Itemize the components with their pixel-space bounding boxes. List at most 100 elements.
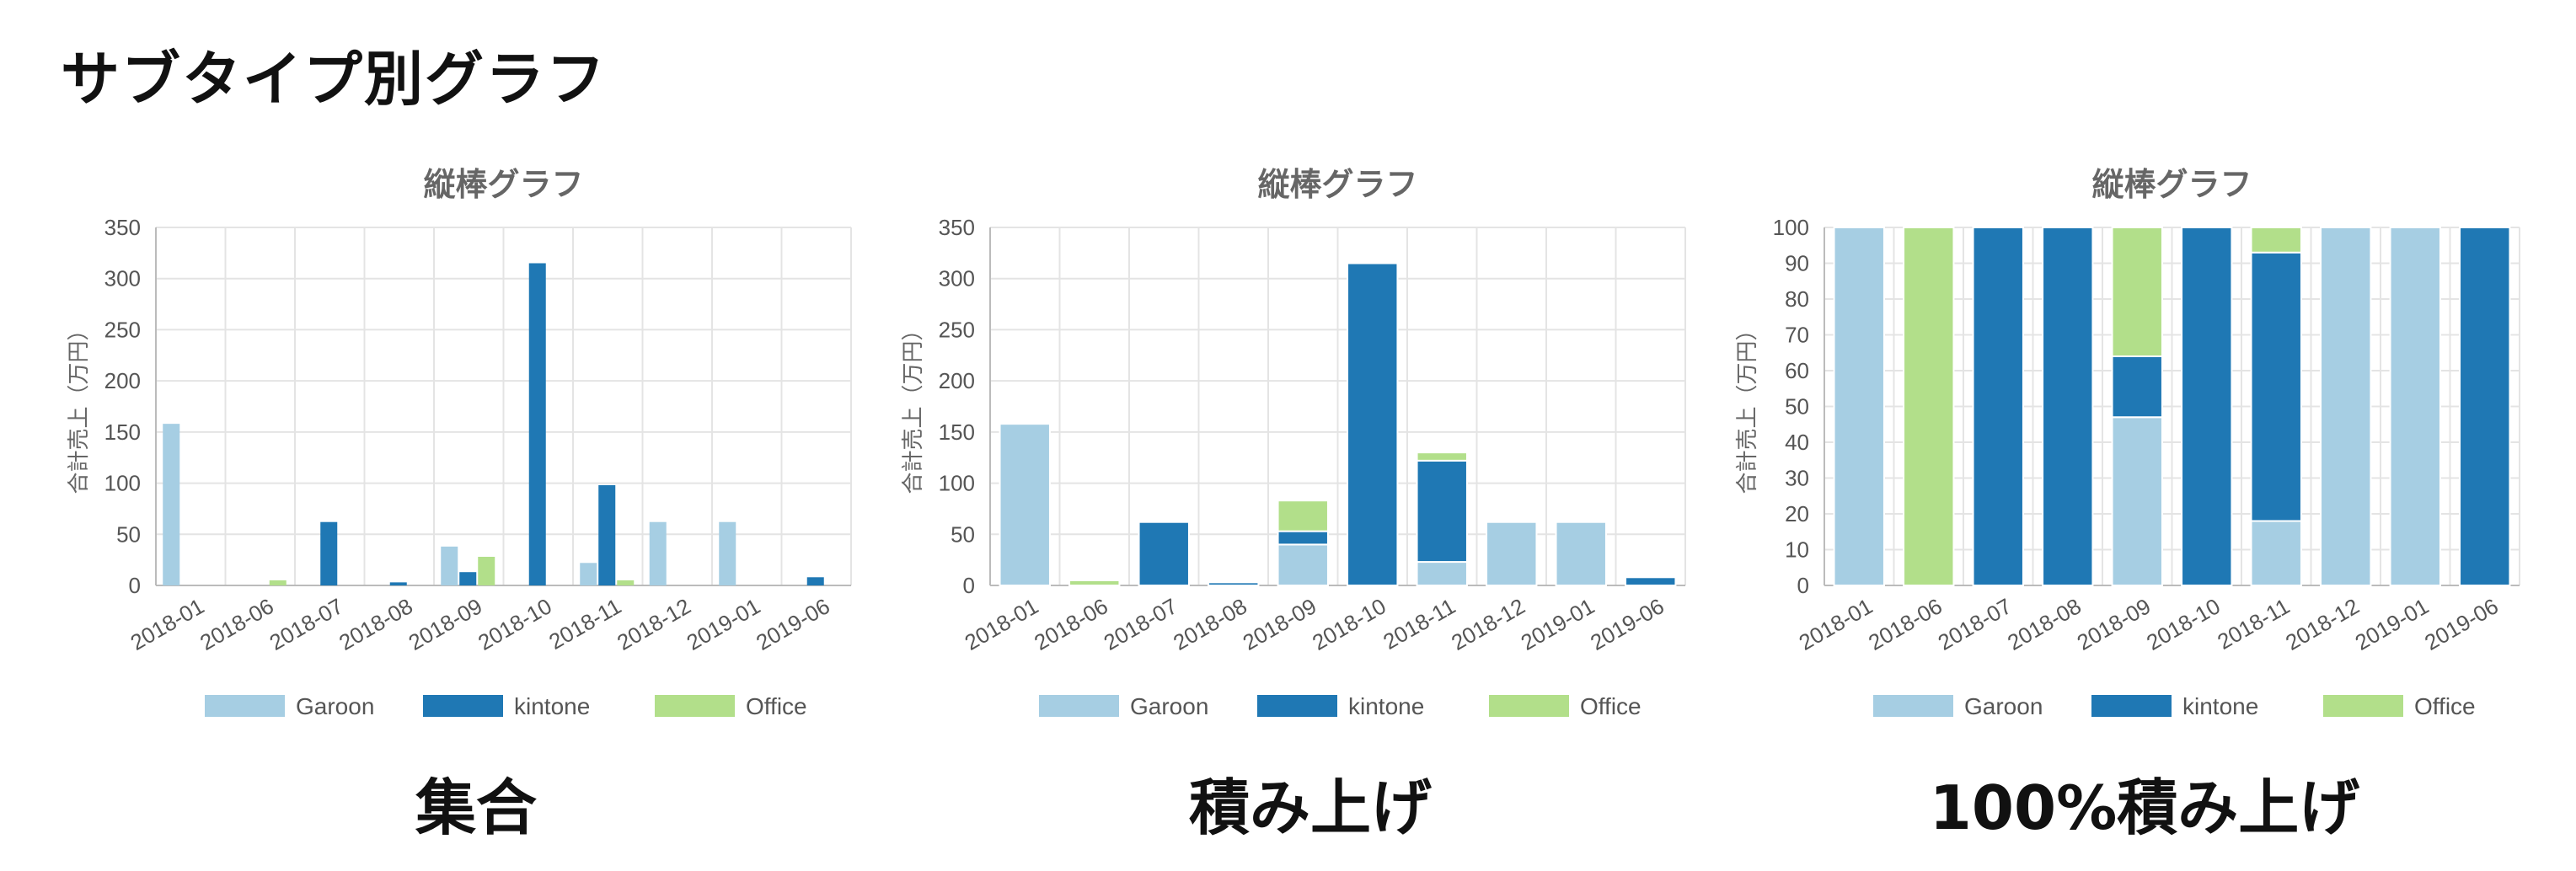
- bar-garoon-2018-12: [2320, 227, 2372, 586]
- legend-item-kintone[interactable]: kintone: [423, 693, 590, 719]
- x-tick-label: 2018-11: [544, 593, 625, 655]
- bar-office-2018-06: [1068, 579, 1121, 587]
- y-axis-label: 合計売上（万円）: [901, 318, 926, 494]
- legend-label: Office: [2414, 693, 2476, 719]
- bar-kintone-2018-11: [1416, 459, 1468, 564]
- bar-kintone-2018-11: [2250, 251, 2302, 522]
- x-tick-label: 2019-06: [752, 593, 834, 655]
- y-tick-label: 200: [939, 368, 975, 393]
- bar-office-2018-06: [269, 580, 287, 585]
- x-tick-label: 2018-08: [335, 593, 417, 655]
- bar-kintone-2018-10: [1347, 262, 1399, 586]
- legend-item-office[interactable]: Office: [1489, 693, 1641, 719]
- x-tick-label: 2019-01: [1517, 593, 1599, 655]
- bar-kintone-2018-11: [598, 485, 616, 585]
- y-axis-label: 合計売上（万円）: [67, 318, 92, 494]
- bar-garoon-2018-11: [1416, 561, 1468, 587]
- bar-kintone-2018-07: [1972, 227, 2024, 586]
- y-tick-label: 10: [1785, 537, 1809, 563]
- bar-garoon-2019-01: [1555, 521, 1607, 587]
- chart-panel-percent: 縦棒グラフ 合計売上（万円） 0 10 20 30 40 50 60 70 80 90 100 2018-…: [1727, 143, 2562, 750]
- legend-label: Garoon: [1964, 693, 2043, 719]
- bar-kintone-2018-09: [459, 572, 477, 585]
- y-tick-label: 0: [1797, 573, 1809, 598]
- bar-kintone-2019-06: [2459, 227, 2511, 586]
- y-tick-label: 40: [1785, 430, 1809, 455]
- y-tick-label: 250: [104, 317, 141, 342]
- bar-office-2018-06: [1903, 227, 1955, 586]
- page-title: サブタイプ別グラフ: [61, 45, 607, 114]
- y-tick-label: 100: [1773, 215, 1809, 240]
- legend-label: kintone: [514, 693, 590, 719]
- bar-garoon-2018-01: [1833, 227, 1885, 586]
- legend-label: Office: [1580, 693, 1641, 719]
- bar-kintone-2019-06: [806, 577, 824, 585]
- legend-swatch: [1257, 695, 1337, 717]
- legend-item-kintone[interactable]: kintone: [1257, 693, 1424, 719]
- x-tick-label: 2018-01: [126, 593, 209, 655]
- y-tick-label: 150: [104, 419, 141, 445]
- bar-garoon-2018-09: [2111, 416, 2163, 586]
- bar-kintone-2018-10: [528, 263, 546, 585]
- x-tick-label: 2018-01: [961, 593, 1043, 655]
- chart-title: 縦棒グラフ: [1257, 166, 1417, 203]
- y-tick-label: 80: [1785, 286, 1809, 312]
- legend-swatch: [2091, 695, 2172, 717]
- legend-swatch: [655, 695, 735, 717]
- legend-swatch: [2323, 695, 2403, 717]
- y-tick-label: 30: [1785, 466, 1809, 491]
- y-tick-label: 300: [939, 266, 975, 291]
- y-tick-label: 350: [939, 215, 975, 240]
- x-tick-label: 2018-01: [1795, 593, 1877, 655]
- legend-item-garoon[interactable]: Garoon: [1873, 693, 2043, 719]
- legend-swatch: [1489, 695, 1569, 717]
- caption-grouped: 集合: [415, 772, 537, 843]
- y-tick-label: 250: [939, 317, 975, 342]
- legend-label: Office: [746, 693, 807, 719]
- bar-kintone-2018-10: [2181, 227, 2233, 586]
- y-tick-label: 70: [1785, 323, 1809, 348]
- bar-garoon-2018-12: [649, 521, 667, 585]
- x-tick-label: 2018-12: [1447, 593, 1529, 655]
- y-tick-label: 300: [104, 266, 141, 291]
- y-tick-label: 100: [104, 471, 141, 496]
- bar-kintone-2018-09: [1277, 530, 1329, 546]
- bar-garoon-2018-11: [2250, 520, 2302, 586]
- legend-item-garoon[interactable]: Garoon: [1039, 693, 1208, 719]
- bar-kintone-2018-09: [2111, 355, 2163, 419]
- legend-label: kintone: [2182, 693, 2258, 719]
- y-tick-label: 0: [963, 573, 975, 598]
- x-tick-label: 2018-08: [1169, 593, 1251, 655]
- x-tick-label: 2019-06: [1586, 593, 1668, 655]
- y-tick-label: 150: [939, 419, 975, 445]
- bar-garoon-2019-01: [719, 521, 736, 585]
- x-tick-label: 2019-06: [2420, 593, 2503, 655]
- x-tick-label: 2018-08: [2003, 593, 2086, 655]
- legend-item-office[interactable]: Office: [2323, 693, 2476, 719]
- y-tick-label: 50: [951, 521, 975, 547]
- bar-garoon-2019-01: [2389, 227, 2441, 586]
- bar-garoon-2018-09: [441, 546, 458, 585]
- bar-garoon-2018-01: [999, 423, 1051, 586]
- bar-kintone-2018-07: [320, 521, 338, 585]
- legend-swatch: [1039, 695, 1119, 717]
- bar-office-2018-11: [1416, 452, 1468, 462]
- legend-item-garoon[interactable]: Garoon: [205, 693, 374, 719]
- x-tick-label: 2018-09: [404, 593, 487, 655]
- legend-item-kintone[interactable]: kintone: [2091, 693, 2258, 719]
- x-tick-label: 2018-11: [2213, 593, 2294, 655]
- legend-item-office[interactable]: Office: [655, 693, 807, 719]
- chart-panel-stacked: 縦棒グラフ 合計売上（万円） 0 50 100 150 200 250 300 350 2018-0…: [893, 143, 1727, 750]
- y-tick-label: 60: [1785, 358, 1809, 383]
- bar-kintone-2018-07: [1138, 521, 1190, 587]
- bar-garoon-2018-11: [580, 563, 597, 585]
- bar-office-2018-09: [2111, 227, 2163, 357]
- x-tick-label: 2018-07: [1934, 593, 2016, 655]
- legend-label: Garoon: [296, 693, 374, 719]
- caption-stacked: 積み上げ: [1188, 772, 1432, 843]
- bar-office-2018-09: [478, 557, 495, 585]
- y-tick-label: 200: [104, 368, 141, 393]
- bar-office-2018-09: [1277, 500, 1329, 532]
- bar-garoon-2018-09: [1277, 543, 1329, 586]
